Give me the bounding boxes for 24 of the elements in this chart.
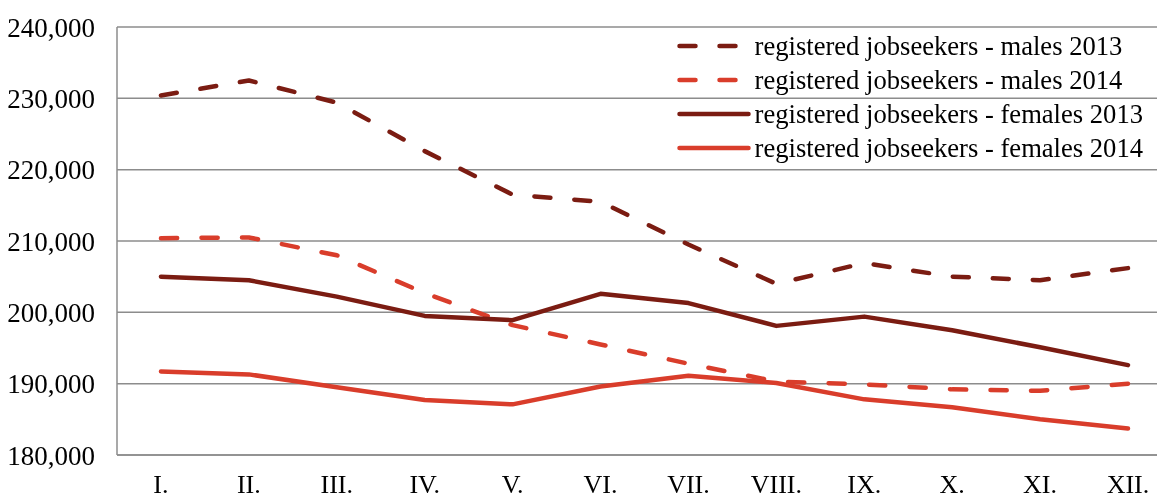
y-tick-label: 240,000: [7, 12, 95, 43]
x-tick-label: III.: [320, 470, 354, 498]
y-tick-label: 200,000: [7, 297, 95, 328]
y-tick-label: 230,000: [7, 83, 95, 114]
x-tick-label: VII.: [667, 470, 710, 498]
legend-label: registered jobseekers - females 2014: [754, 132, 1143, 164]
legend-label: registered jobseekers - females 2013: [754, 98, 1143, 130]
y-tick-label: 190,000: [7, 369, 95, 400]
x-tick-label: VI.: [583, 470, 618, 498]
legend-label: registered jobseekers - males 2013: [754, 30, 1123, 62]
x-tick-label: I.: [153, 470, 169, 498]
x-tick-label: X.: [939, 470, 965, 498]
x-tick-label: IX.: [847, 470, 882, 498]
x-tick-label: XII.: [1106, 470, 1150, 498]
x-tick-label: XI.: [1023, 470, 1058, 498]
x-tick-label: II.: [236, 470, 261, 498]
line-series: [158, 274, 1131, 368]
y-tick-label: 210,000: [7, 226, 95, 257]
x-tick-label: IV.: [409, 470, 440, 498]
y-tick-label: 180,000: [7, 440, 95, 471]
y-tick-label: 220,000: [7, 155, 95, 186]
x-tick-label: VIII.: [750, 470, 802, 498]
x-tick-label: V.: [501, 470, 524, 498]
legend-label: registered jobseekers - males 2014: [754, 64, 1123, 96]
